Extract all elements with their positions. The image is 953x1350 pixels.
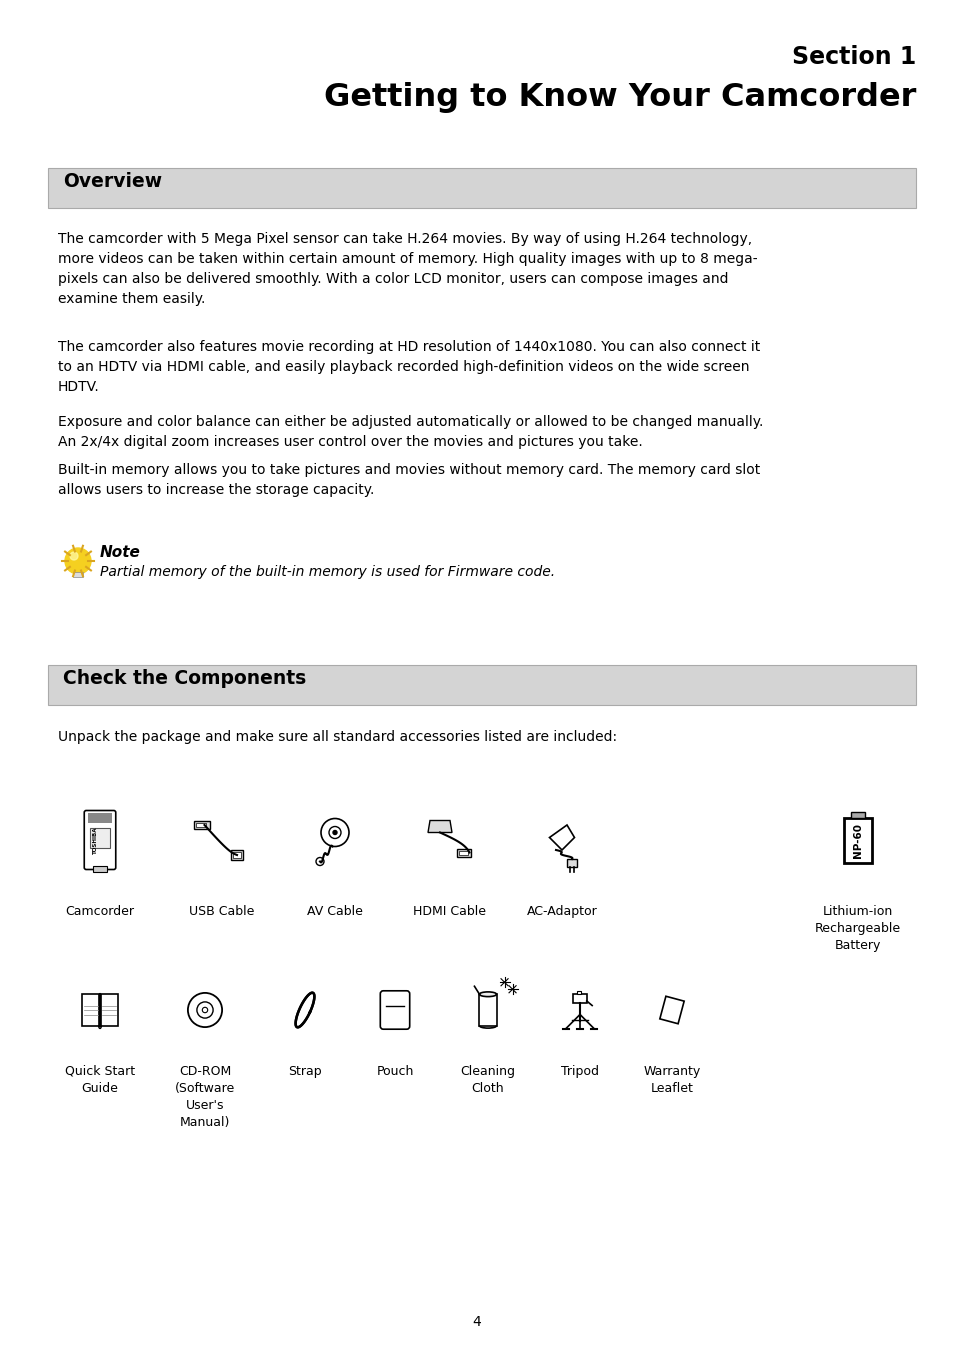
FancyBboxPatch shape — [380, 991, 409, 1029]
Bar — [456, 849, 471, 856]
Bar — [479, 994, 496, 1026]
Bar — [231, 850, 243, 860]
Text: Section 1: Section 1 — [791, 45, 915, 69]
Bar — [576, 991, 580, 994]
Text: HDMI Cable: HDMI Cable — [413, 904, 486, 918]
Text: Unpack the package and make sure all standard accessories listed are included:: Unpack the package and make sure all sta… — [58, 730, 617, 744]
Circle shape — [329, 826, 340, 838]
Text: The camcorder with 5 Mega Pixel sensor can take H.264 movies. By way of using H.: The camcorder with 5 Mega Pixel sensor c… — [58, 232, 757, 306]
Bar — [573, 994, 586, 1003]
Circle shape — [320, 818, 349, 846]
Polygon shape — [659, 996, 683, 1023]
Text: Overview: Overview — [63, 171, 162, 190]
Text: Note: Note — [100, 545, 141, 560]
Text: Built-in memory allows you to take pictures and movies without memory card. The : Built-in memory allows you to take pictu… — [58, 463, 760, 497]
Circle shape — [65, 548, 91, 574]
Polygon shape — [82, 994, 99, 1026]
Text: Camcorder: Camcorder — [66, 904, 134, 918]
Text: 4: 4 — [472, 1315, 481, 1328]
FancyBboxPatch shape — [84, 810, 115, 869]
Circle shape — [333, 830, 336, 834]
Text: Cleaning
Cloth: Cleaning Cloth — [460, 1065, 515, 1095]
Polygon shape — [295, 992, 314, 1027]
Bar — [843, 818, 871, 863]
Bar — [48, 666, 915, 705]
Text: Partial memory of the built-in memory is used for Firmware code.: Partial memory of the built-in memory is… — [100, 566, 555, 579]
Text: NP-60: NP-60 — [852, 822, 862, 857]
Ellipse shape — [479, 992, 496, 996]
Text: AV Cable: AV Cable — [307, 904, 362, 918]
Bar — [48, 167, 915, 208]
Bar — [89, 813, 112, 822]
Polygon shape — [549, 825, 574, 850]
Text: TOSHIBA: TOSHIBA — [92, 826, 97, 853]
Bar — [73, 572, 83, 576]
Polygon shape — [428, 821, 452, 833]
Text: USB Cable: USB Cable — [189, 904, 254, 918]
Text: Tripod: Tripod — [560, 1065, 598, 1079]
Circle shape — [202, 1007, 208, 1012]
Bar — [194, 821, 211, 829]
Text: AC-Adaptor: AC-Adaptor — [526, 904, 597, 918]
Circle shape — [196, 1002, 213, 1018]
Text: Getting to Know Your Camcorder: Getting to Know Your Camcorder — [323, 82, 915, 113]
Bar — [458, 850, 468, 855]
Circle shape — [315, 857, 324, 865]
Text: Strap: Strap — [288, 1065, 321, 1079]
Bar — [566, 859, 577, 867]
Bar — [196, 824, 206, 828]
Bar — [233, 852, 241, 859]
Bar — [91, 828, 110, 848]
Circle shape — [70, 552, 78, 560]
Bar — [850, 811, 864, 818]
Circle shape — [188, 992, 222, 1027]
Text: Pouch: Pouch — [375, 1065, 414, 1079]
Text: Lithium-ion
Rechargeable
Battery: Lithium-ion Rechargeable Battery — [814, 904, 901, 952]
Text: Exposure and color balance can either be adjusted automatically or allowed to be: Exposure and color balance can either be… — [58, 414, 762, 450]
Polygon shape — [101, 994, 118, 1026]
Text: Check the Components: Check the Components — [63, 670, 306, 688]
Text: CD-ROM
(Software
User's
Manual): CD-ROM (Software User's Manual) — [174, 1065, 234, 1129]
Text: Quick Start
Guide: Quick Start Guide — [65, 1065, 135, 1095]
Text: The camcorder also features movie recording at HD resolution of 1440x1080. You c: The camcorder also features movie record… — [58, 340, 760, 394]
Bar — [93, 865, 107, 872]
Text: Warranty
Leaflet: Warranty Leaflet — [642, 1065, 700, 1095]
